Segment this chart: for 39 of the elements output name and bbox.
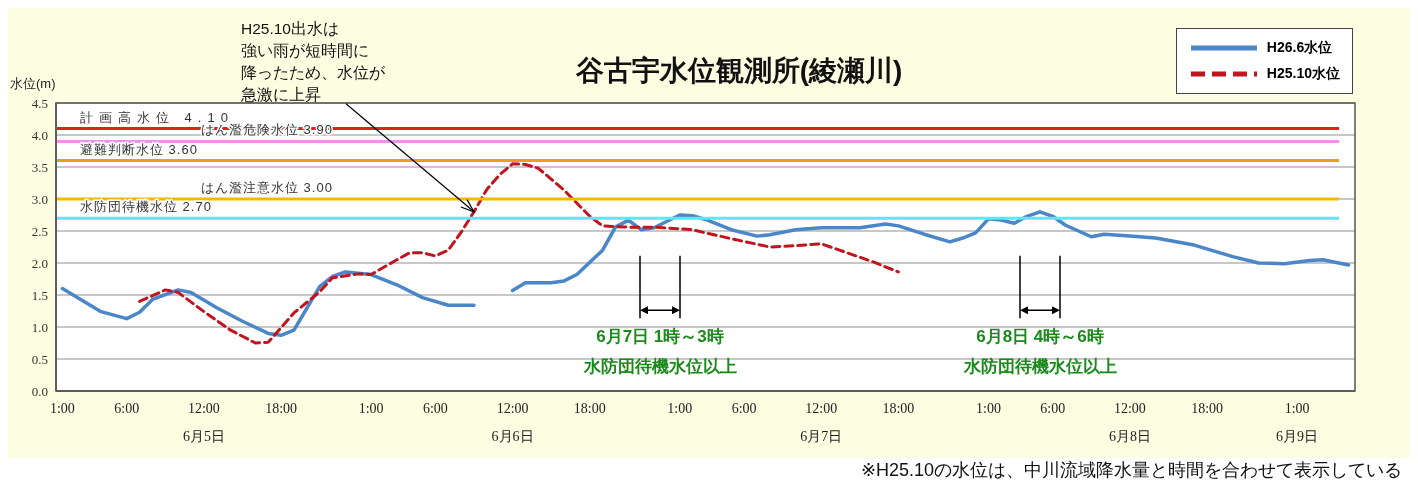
x-tick-label: 18:00 bbox=[1191, 401, 1224, 416]
y-axis-title: 水位(m) bbox=[10, 76, 56, 91]
y-tick-label: 2.0 bbox=[31, 255, 48, 271]
x-tick-label: 1:00 bbox=[976, 401, 1001, 416]
x-tick-label: 12:00 6月7日 bbox=[800, 401, 843, 444]
x-tick-label: 18:00 bbox=[882, 401, 915, 416]
y-tick-label: 1.5 bbox=[31, 287, 48, 303]
legend-label: H25.10水位 bbox=[1266, 65, 1340, 83]
y-tick-label: 4.0 bbox=[31, 127, 48, 143]
y-tick-label: 3.0 bbox=[31, 191, 48, 207]
chart-title: 谷古宇水位観測所(綾瀬川) bbox=[574, 55, 903, 86]
x-tick-label: 12:00 6月6日 bbox=[491, 401, 534, 444]
y-tick-label: 3.5 bbox=[31, 159, 48, 175]
ref-line-label: はん濫注意水位 3.00 bbox=[201, 180, 333, 195]
y-tick-label: 0.5 bbox=[31, 351, 48, 367]
x-tick-label: 1:00 bbox=[358, 401, 384, 416]
y-tick-label: 4.5 bbox=[31, 95, 48, 111]
x-tick-label: 12:00 6月5日 bbox=[182, 401, 225, 444]
annotation: 6月8日 4時～6時水防団待機水位以上 bbox=[962, 327, 1117, 377]
legend-label: H26.6水位 bbox=[1266, 39, 1333, 57]
x-tick-label: 6:00 bbox=[1040, 401, 1066, 416]
ref-line-label: 避難判断水位 3.60 bbox=[80, 141, 198, 157]
x-tick-label: 12:00 6月8日 bbox=[1108, 401, 1151, 444]
y-tick-label: 0.0 bbox=[31, 383, 48, 399]
x-tick-label: 18:00 bbox=[265, 401, 298, 416]
x-tick-label: 6:00 bbox=[731, 401, 757, 416]
x-tick-label: 1:00 bbox=[49, 401, 75, 416]
x-tick-label: 1:00 6月9日 bbox=[1276, 401, 1319, 444]
x-tick-label: 18:00 bbox=[573, 401, 606, 416]
ref-line-label: 水防団待機水位 2.70 bbox=[80, 199, 212, 215]
annotation: H25.10出水は強い雨が短時間に降ったため、水位が急激に上昇 bbox=[240, 19, 386, 103]
text: ※H25.10の水位は、中川流域降水量と時間を合わせて表示している bbox=[860, 459, 1402, 481]
y-tick-label: 2.5 bbox=[31, 223, 48, 239]
ref-line-label: 計画高水位 4.10 bbox=[80, 109, 234, 125]
annotation: 6月7日 1時～3時水防団待機水位以上 bbox=[582, 327, 737, 377]
x-tick-label: 6:00 bbox=[422, 401, 448, 416]
x-tick-label: 1:00 bbox=[667, 401, 693, 416]
y-tick-label: 1.0 bbox=[31, 319, 48, 335]
x-tick-label: 6:00 bbox=[114, 401, 140, 416]
